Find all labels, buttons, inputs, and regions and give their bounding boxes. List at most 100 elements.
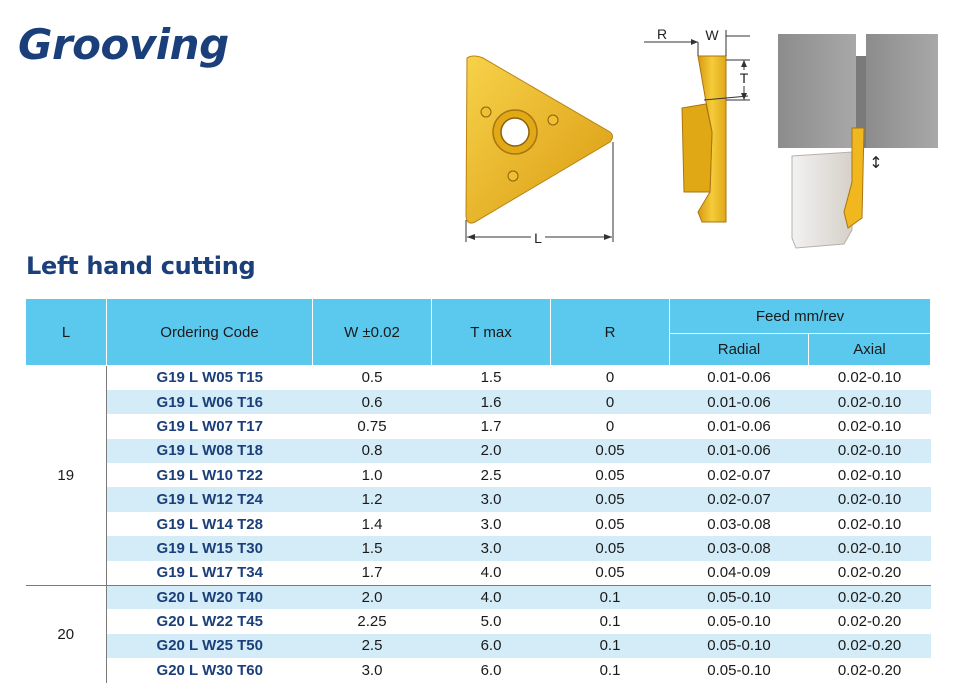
axial-value: 0.02-0.10 <box>808 511 931 537</box>
tmax-value: 6.0 <box>431 658 551 684</box>
r-value: 0.1 <box>550 658 670 684</box>
axial-value: 0.02-0.20 <box>808 584 931 610</box>
w-value: 1.7 <box>312 560 432 586</box>
w-value: 0.6 <box>312 389 432 415</box>
table-row: G19 L W17 T34 1.7 4.0 0.05 0.04-0.09 0.0… <box>26 560 931 586</box>
r-value: 0.05 <box>550 511 670 537</box>
ordering-code: G20 L W20 T40 <box>106 584 313 610</box>
radial-value: 0.01-0.06 <box>669 438 809 464</box>
grooving-table: L Ordering Code W ±0.02 T max R Feed mm/… <box>25 298 932 684</box>
axial-value: 0.02-0.10 <box>808 438 931 464</box>
l-value: 20 <box>25 584 107 683</box>
w-value: 1.2 <box>312 487 432 512</box>
insert-hole <box>500 117 530 147</box>
radial-value: 0.02-0.07 <box>669 463 809 488</box>
axial-value: 0.02-0.20 <box>808 633 931 659</box>
profile-diagram: T R W <box>644 26 750 223</box>
table-row: 20 G20 L W20 T40 2.0 4.0 0.1 0.05-0.10 0… <box>25 584 931 683</box>
ordering-code: G20 L W22 T45 <box>106 609 313 634</box>
axial-value: 0.02-0.20 <box>808 609 931 634</box>
ordering-code: G19 L W14 T28 <box>106 511 313 537</box>
insert-body <box>465 55 613 224</box>
ordering-code: G19 L W10 T22 <box>106 463 313 488</box>
header-axial: Axial <box>807 333 932 366</box>
axial-value: 0.02-0.20 <box>808 560 931 586</box>
table-row: G20 L W25 T50 2.5 6.0 0.1 0.05-0.10 0.02… <box>26 633 931 659</box>
radial-value: 0.05-0.10 <box>669 633 809 659</box>
axial-value: 0.02-0.10 <box>808 487 931 512</box>
axial-value: 0.02-0.10 <box>808 389 931 415</box>
radial-value: 0.02-0.07 <box>669 487 809 512</box>
tmax-value: 2.0 <box>431 438 551 464</box>
ordering-code: G19 L W15 T30 <box>106 536 313 561</box>
header-l: L <box>25 298 107 366</box>
workpiece-groove <box>856 56 866 148</box>
workpiece-left <box>778 34 856 148</box>
radial-value: 0.01-0.06 <box>669 414 809 439</box>
table-row: G19 L W10 T22 1.0 2.5 0.05 0.02-0.07 0.0… <box>26 463 931 488</box>
w-value: 1.5 <box>312 536 432 561</box>
page-title: Grooving <box>18 20 229 69</box>
axial-value: 0.02-0.20 <box>808 658 931 684</box>
w-value: 2.5 <box>312 633 432 659</box>
insert-pin-3 <box>507 170 519 182</box>
r-value: 0.05 <box>550 536 670 561</box>
section-heading: Left hand cutting <box>26 252 256 280</box>
w-value: 0.75 <box>312 414 432 439</box>
ordering-code: G19 L W07 T17 <box>106 414 313 439</box>
header-r: R <box>550 298 670 366</box>
tmax-value: 2.5 <box>431 463 551 488</box>
w-value: 3.0 <box>312 658 432 684</box>
w-value: 1.0 <box>312 463 432 488</box>
tmax-value: 4.0 <box>431 584 551 610</box>
ordering-code: G19 L W06 T16 <box>106 389 313 415</box>
l-value: 19 <box>25 365 107 586</box>
radial-value: 0.01-0.06 <box>669 364 809 390</box>
radial-value: 0.05-0.10 <box>669 584 809 610</box>
w-value: 2.25 <box>312 609 432 634</box>
tmax-value: 1.7 <box>431 414 551 439</box>
r-value: 0.05 <box>550 487 670 512</box>
w-value: 0.5 <box>312 364 432 390</box>
table-row: G19 L W12 T24 1.2 3.0 0.05 0.02-0.07 0.0… <box>26 487 931 512</box>
dimension-l-label: L <box>534 230 542 246</box>
profile-shank <box>681 103 713 193</box>
workpiece-right <box>866 34 938 148</box>
dimension-r-label: R <box>657 26 667 42</box>
dimension-t-label: T <box>740 70 749 86</box>
ordering-code: G19 L W08 T18 <box>106 438 313 464</box>
insert-diagram: L <box>465 55 614 246</box>
table-row: G20 L W22 T45 2.25 5.0 0.1 0.05-0.10 0.0… <box>26 609 931 634</box>
ordering-code: G19 L W05 T15 <box>106 364 313 390</box>
ordering-code: G19 L W12 T24 <box>106 487 313 512</box>
r-value: 0 <box>550 389 670 415</box>
table-row: G19 L W07 T17 0.75 1.7 0 0.01-0.06 0.02-… <box>26 414 931 439</box>
tmax-value: 3.0 <box>431 511 551 537</box>
r-value: 0.1 <box>550 584 670 610</box>
tmax-value: 1.6 <box>431 389 551 415</box>
header-feed: Feed mm/rev <box>668 298 932 334</box>
r-value: 0.05 <box>550 560 670 586</box>
table-row: G19 L W14 T28 1.4 3.0 0.05 0.03-0.08 0.0… <box>26 511 931 537</box>
axial-value: 0.02-0.10 <box>808 463 931 488</box>
radial-value: 0.05-0.10 <box>669 658 809 684</box>
header-w: W ±0.02 <box>312 298 432 366</box>
feed-arrow-icon: ↕ <box>869 153 882 172</box>
tool-holder <box>791 151 853 249</box>
table-body: 19 G19 L W05 T15 0.5 1.5 0 0.01-0.06 0.0… <box>25 364 931 684</box>
table-row: G19 L W08 T18 0.8 2.0 0.05 0.01-0.06 0.0… <box>26 438 931 464</box>
header-tmax: T max <box>431 298 551 366</box>
table-row: G19 L W06 T16 0.6 1.6 0 0.01-0.06 0.02-0… <box>26 389 931 415</box>
r-value: 0.1 <box>550 609 670 634</box>
axial-value: 0.02-0.10 <box>808 536 931 561</box>
r-value: 0.1 <box>550 633 670 659</box>
axial-value: 0.02-0.10 <box>808 364 931 390</box>
radial-value: 0.05-0.10 <box>669 609 809 634</box>
ordering-code: G20 L W30 T60 <box>106 658 313 684</box>
tmax-value: 4.0 <box>431 560 551 586</box>
w-value: 1.4 <box>312 511 432 537</box>
insert-pin-1 <box>480 106 492 118</box>
setup-diagram: ↕ <box>778 34 938 249</box>
ordering-code: G20 L W25 T50 <box>106 633 313 659</box>
tmax-value: 3.0 <box>431 536 551 561</box>
